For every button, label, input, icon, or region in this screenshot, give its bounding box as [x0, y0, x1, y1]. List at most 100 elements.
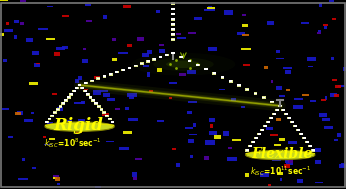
FancyBboxPatch shape — [147, 50, 152, 54]
FancyBboxPatch shape — [297, 179, 303, 183]
FancyBboxPatch shape — [255, 137, 258, 139]
FancyBboxPatch shape — [284, 113, 288, 115]
FancyBboxPatch shape — [291, 121, 294, 123]
FancyBboxPatch shape — [127, 67, 131, 69]
FancyBboxPatch shape — [323, 24, 328, 26]
FancyBboxPatch shape — [293, 125, 297, 127]
FancyBboxPatch shape — [140, 63, 143, 64]
FancyBboxPatch shape — [86, 93, 89, 95]
FancyBboxPatch shape — [307, 57, 316, 61]
FancyBboxPatch shape — [100, 90, 108, 92]
FancyBboxPatch shape — [62, 102, 65, 104]
FancyBboxPatch shape — [165, 54, 168, 56]
FancyBboxPatch shape — [89, 96, 92, 98]
FancyBboxPatch shape — [286, 163, 293, 166]
FancyBboxPatch shape — [159, 56, 162, 58]
FancyBboxPatch shape — [272, 158, 281, 161]
FancyBboxPatch shape — [209, 118, 215, 122]
FancyBboxPatch shape — [6, 22, 9, 25]
FancyBboxPatch shape — [219, 89, 226, 90]
FancyBboxPatch shape — [249, 145, 252, 147]
FancyBboxPatch shape — [47, 122, 53, 124]
FancyBboxPatch shape — [176, 163, 180, 167]
FancyBboxPatch shape — [53, 177, 56, 179]
FancyBboxPatch shape — [180, 56, 183, 58]
FancyBboxPatch shape — [78, 84, 81, 86]
FancyBboxPatch shape — [288, 141, 297, 144]
FancyBboxPatch shape — [54, 52, 60, 56]
FancyBboxPatch shape — [57, 107, 63, 111]
FancyBboxPatch shape — [78, 119, 85, 123]
FancyBboxPatch shape — [91, 99, 95, 102]
FancyBboxPatch shape — [263, 125, 267, 127]
FancyBboxPatch shape — [3, 59, 7, 62]
FancyBboxPatch shape — [292, 153, 300, 157]
FancyBboxPatch shape — [261, 129, 264, 131]
FancyBboxPatch shape — [45, 121, 48, 122]
FancyBboxPatch shape — [330, 93, 337, 97]
FancyBboxPatch shape — [308, 145, 312, 147]
FancyBboxPatch shape — [135, 158, 142, 160]
FancyBboxPatch shape — [204, 68, 208, 70]
FancyBboxPatch shape — [300, 133, 303, 135]
FancyBboxPatch shape — [97, 105, 100, 107]
FancyBboxPatch shape — [315, 160, 321, 164]
FancyBboxPatch shape — [266, 121, 270, 123]
FancyBboxPatch shape — [294, 125, 297, 127]
FancyBboxPatch shape — [171, 52, 175, 54]
FancyBboxPatch shape — [78, 76, 82, 80]
FancyBboxPatch shape — [57, 183, 60, 185]
FancyBboxPatch shape — [95, 186, 101, 188]
FancyBboxPatch shape — [123, 131, 132, 134]
FancyBboxPatch shape — [254, 137, 258, 139]
FancyBboxPatch shape — [188, 32, 196, 34]
FancyBboxPatch shape — [302, 137, 306, 139]
FancyBboxPatch shape — [153, 58, 156, 60]
FancyBboxPatch shape — [171, 8, 175, 10]
FancyBboxPatch shape — [276, 50, 280, 53]
FancyBboxPatch shape — [190, 155, 193, 158]
FancyBboxPatch shape — [315, 181, 323, 183]
FancyBboxPatch shape — [109, 73, 113, 76]
FancyBboxPatch shape — [227, 157, 237, 161]
FancyBboxPatch shape — [171, 33, 175, 36]
FancyBboxPatch shape — [196, 64, 200, 66]
FancyBboxPatch shape — [273, 113, 276, 115]
FancyBboxPatch shape — [171, 23, 175, 25]
FancyBboxPatch shape — [105, 115, 109, 117]
FancyBboxPatch shape — [188, 60, 191, 62]
FancyBboxPatch shape — [293, 105, 303, 109]
FancyBboxPatch shape — [310, 100, 316, 102]
FancyBboxPatch shape — [246, 149, 249, 152]
FancyBboxPatch shape — [51, 115, 54, 116]
FancyBboxPatch shape — [196, 64, 199, 66]
FancyBboxPatch shape — [321, 99, 326, 101]
FancyBboxPatch shape — [24, 119, 33, 122]
FancyBboxPatch shape — [254, 93, 257, 94]
FancyBboxPatch shape — [284, 160, 289, 163]
FancyBboxPatch shape — [18, 178, 28, 180]
FancyBboxPatch shape — [62, 15, 69, 17]
FancyBboxPatch shape — [53, 175, 59, 177]
FancyBboxPatch shape — [248, 145, 252, 147]
FancyBboxPatch shape — [83, 90, 87, 92]
FancyBboxPatch shape — [329, 0, 334, 2]
FancyBboxPatch shape — [229, 80, 233, 83]
FancyBboxPatch shape — [171, 13, 175, 15]
FancyBboxPatch shape — [29, 82, 38, 85]
FancyBboxPatch shape — [108, 118, 112, 120]
FancyBboxPatch shape — [337, 133, 342, 137]
FancyBboxPatch shape — [73, 90, 76, 92]
FancyBboxPatch shape — [172, 52, 174, 53]
FancyBboxPatch shape — [76, 130, 82, 133]
FancyBboxPatch shape — [208, 47, 217, 51]
Point — [174, 67, 179, 70]
FancyBboxPatch shape — [188, 101, 197, 102]
FancyBboxPatch shape — [97, 105, 101, 108]
FancyBboxPatch shape — [83, 48, 86, 50]
FancyBboxPatch shape — [264, 125, 267, 127]
FancyBboxPatch shape — [171, 28, 175, 30]
FancyBboxPatch shape — [293, 98, 303, 100]
FancyBboxPatch shape — [91, 80, 93, 81]
FancyBboxPatch shape — [171, 52, 175, 54]
